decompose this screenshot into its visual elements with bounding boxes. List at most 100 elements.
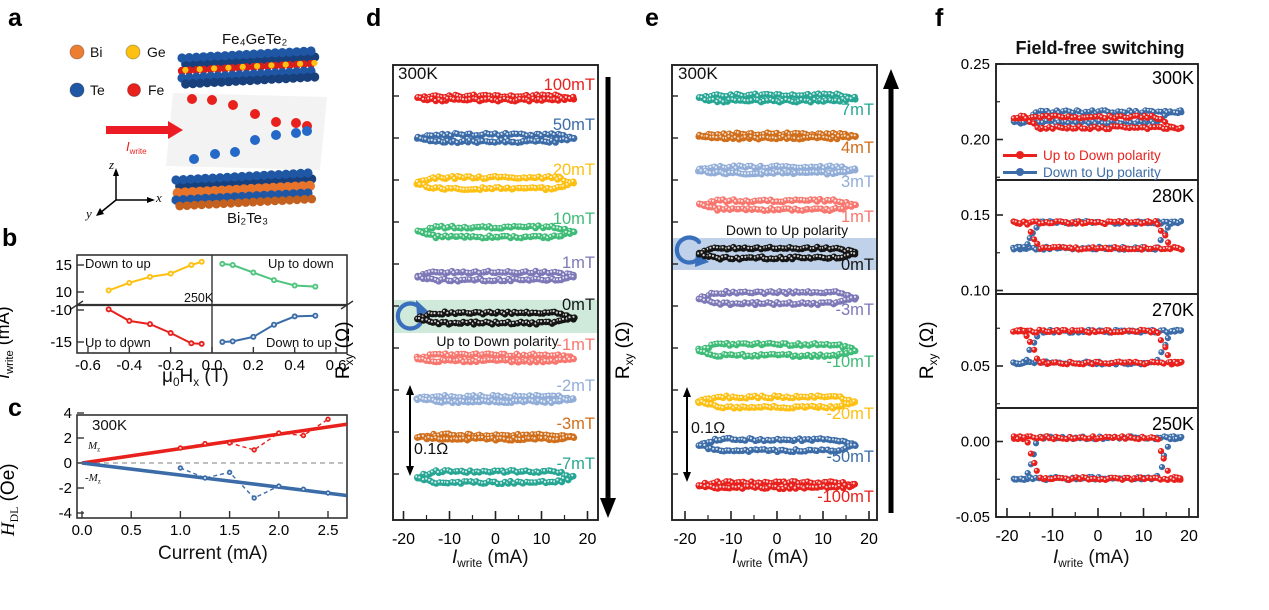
series-up-to-down-posH [219, 260, 319, 290]
svg-text:2.5: 2.5 [318, 522, 339, 539]
svg-text:7mT: 7mT [841, 101, 874, 119]
svg-text:-20mT: -20mT [826, 405, 874, 423]
svg-text:1.5: 1.5 [219, 522, 240, 539]
svg-text:-20: -20 [392, 531, 415, 548]
trace-50mT [413, 129, 578, 147]
subpanel-temp-270K: 270K [1152, 300, 1194, 320]
svg-text:0.0: 0.0 [202, 357, 223, 374]
field-sweep-arrow [883, 69, 899, 513]
svg-text:-100mT: -100mT [817, 488, 874, 506]
svg-text:0.25: 0.25 [961, 56, 990, 73]
svg-text:20mT: 20mT [553, 161, 595, 179]
panel-c-temp-label: 300K [92, 417, 128, 434]
svg-text:-15: -15 [50, 334, 72, 351]
quadrant-label-tr: Up to down [268, 256, 334, 271]
scale-bar-arrow [683, 387, 691, 482]
svg-text:0.6: 0.6 [326, 357, 347, 374]
scale-bar-arrow [406, 385, 414, 476]
trace-4mT [695, 129, 859, 143]
trace-20mT [413, 172, 577, 194]
panel-e-letter: e [645, 4, 659, 32]
svg-text:2: 2 [64, 430, 72, 447]
svg-text:0.15: 0.15 [961, 207, 990, 224]
svg-text:100mT: 100mT [544, 76, 595, 94]
panel-e-chart: -20 -10 0 10 20 7mT 4mT 3mT 1mT 0mT -3mT -10mT -20mT… [671, 64, 899, 548]
legend-bi-label: Bi [90, 44, 103, 60]
trace--100mT [695, 478, 858, 493]
svg-text:-10mT: -10mT [826, 353, 874, 371]
svg-text:-10: -10 [1041, 528, 1064, 545]
polarity-loop-arrow [395, 300, 429, 331]
panel-e-temp-label: 300K [678, 64, 718, 83]
mz-label: Mz [88, 440, 101, 454]
svg-text:-20: -20 [995, 528, 1018, 545]
svg-text:50mT: 50mT [553, 116, 595, 134]
svg-text:-2mT: -2mT [557, 377, 596, 395]
subpanel-temp-250K: 250K [1152, 414, 1194, 434]
svg-text:4mT: 4mT [841, 139, 874, 157]
svg-text:2.0: 2.0 [268, 522, 289, 539]
trace--10mT [695, 339, 859, 361]
panel-c-chart: 4 2 0 -2 -40.0 0.5 1.0 1.5 2.0 2.5 [59, 405, 348, 539]
trace--1mT [413, 350, 577, 366]
loops-250K [1010, 433, 1185, 484]
panel-c-x-axis-label: Current (mA) [158, 543, 268, 564]
trace--2mT [413, 391, 577, 407]
diffusing-atoms [187, 94, 312, 164]
svg-text:0.2: 0.2 [243, 357, 264, 374]
neg-mz-label: -Mz [85, 472, 101, 486]
top-material-label: Fe₄GeTe₂ [222, 31, 288, 48]
loops-270K [1010, 326, 1185, 368]
panel-b-chart: -0.6 -0.4 -0.2 0.0 0.2 0.4 0.6 15 10-10 -15 [50, 254, 354, 374]
panel-f-letter: f [935, 4, 944, 32]
svg-text:0mT: 0mT [562, 296, 595, 314]
panel-d-x-axis-label: Iwrite (mA) [452, 547, 529, 571]
panel-f-title: Field-free switching [1015, 38, 1185, 58]
quadrant-label-bl: Up to down [85, 335, 151, 350]
svg-text:0.4: 0.4 [284, 357, 305, 374]
trace--20mT [694, 392, 859, 412]
panel-d-letter: d [366, 4, 382, 32]
series-negMz-fit [81, 461, 347, 498]
trace-100mT [414, 91, 578, 105]
trace-0mT [414, 308, 578, 328]
svg-text:0: 0 [491, 531, 500, 548]
svg-text:0.00: 0.00 [961, 434, 990, 451]
trace-10mT [414, 222, 578, 242]
trace-0mT [695, 243, 859, 263]
axis-y-label: y [86, 206, 92, 221]
svg-text:10: 10 [533, 531, 551, 548]
legend-down-to-up: Down to Up polarity [1003, 164, 1161, 181]
legend-te-label: Te [90, 82, 105, 98]
panel-a-structure-drawing [69, 44, 327, 216]
svg-text:0: 0 [1094, 528, 1103, 545]
svg-text:3mT: 3mT [841, 173, 874, 191]
panel-b-y-axis-label: Iwrite (mA) [0, 306, 16, 379]
subpanel-temp-280K: 280K [1152, 186, 1194, 206]
write-current-label: Iwrite [126, 139, 147, 156]
svg-text:-50mT: -50mT [826, 448, 874, 466]
svg-text:-0.05: -0.05 [956, 509, 990, 526]
loops-300K [1010, 107, 1185, 133]
svg-text:-20: -20 [673, 531, 696, 548]
svg-text:20: 20 [579, 531, 597, 548]
panel-d-temp-label: 300K [398, 64, 438, 83]
trace--3mT [695, 287, 860, 309]
panel-e-x-axis-label: Iwrite (mA) [732, 547, 809, 571]
svg-text:0: 0 [773, 531, 782, 548]
panel-d-y-axis-label: Rxy (Ω) [332, 321, 356, 380]
legend-up-to-down-label: Up to Down polarity [1043, 148, 1161, 163]
write-current-arrow [106, 121, 183, 139]
svg-text:0: 0 [64, 455, 72, 472]
panel-d-polarity-label: Up to Down polarity [436, 333, 559, 349]
svg-text:10mT: 10mT [553, 210, 595, 228]
panel-b-temp-label: 250K [184, 291, 214, 305]
legend-down-to-up-marker [1003, 168, 1037, 177]
legend-ge-label: Ge [147, 44, 166, 60]
svg-text:1.0: 1.0 [170, 522, 191, 539]
svg-text:-0.4: -0.4 [116, 357, 142, 374]
panel-d-chart: -20 -10 0 10 20 100mT 50mT 20mT 10mT 1mT 0mT -1mT -2… [392, 64, 616, 548]
panel-a-letter: a [8, 4, 22, 32]
svg-text:10: 10 [1135, 528, 1153, 545]
